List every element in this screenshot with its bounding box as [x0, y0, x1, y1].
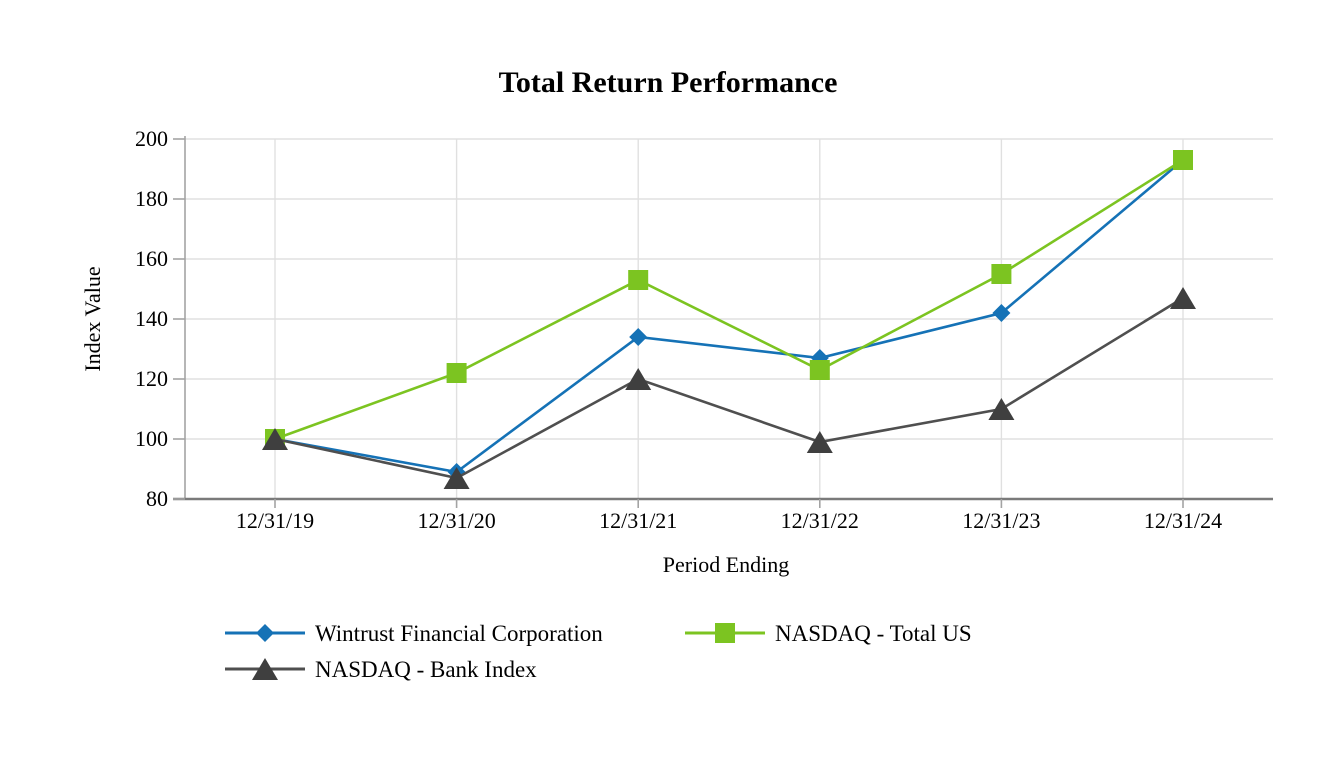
triangle-marker: [625, 368, 652, 390]
square-marker: [446, 363, 467, 383]
y-tick-label: 140: [135, 306, 168, 331]
legend-label: NASDAQ - Bank Index: [315, 657, 537, 682]
y-tick-label: 100: [135, 426, 168, 451]
series-line: [274, 159, 1184, 474]
legend-item: NASDAQ - Bank Index: [225, 657, 537, 682]
y-axis-title: Index Value: [80, 266, 105, 371]
diamond-marker: [992, 304, 1011, 322]
y-tick-label: 80: [146, 486, 168, 511]
series-line: [274, 296, 1184, 480]
x-tick-label: 12/31/22: [781, 508, 859, 533]
series-diamond: [266, 151, 1192, 481]
diamond-marker: [629, 328, 648, 346]
legend-label: NASDAQ - Total US: [775, 621, 972, 646]
y-tick-label: 180: [135, 186, 168, 211]
square-marker: [628, 270, 649, 290]
x-tick-label: 12/31/21: [599, 508, 677, 533]
triangle-marker: [252, 658, 278, 680]
triangle-marker: [262, 428, 288, 450]
triangle-marker: [988, 398, 1015, 420]
legend-item: Wintrust Financial Corporation: [225, 621, 603, 646]
y-tick-label: 120: [135, 366, 168, 391]
x-tick-label: 12/31/24: [1144, 508, 1222, 533]
x-tick-label: 12/31/20: [417, 508, 495, 533]
legend-item: NASDAQ - Total US: [685, 621, 972, 646]
x-tick-label: 12/31/23: [962, 508, 1040, 533]
gridlines: [185, 138, 1273, 499]
square-marker: [715, 623, 735, 643]
series-triangle: [262, 287, 1196, 489]
series-line: [274, 158, 1184, 441]
square-marker: [1173, 150, 1193, 170]
x-axis-title: Period Ending: [663, 552, 790, 577]
legend: Wintrust Financial Corporation NASDAQ - T…: [225, 621, 972, 682]
triangle-marker: [1170, 287, 1196, 309]
x-axis-ticks: 12/31/19 12/31/20 12/31/21 12/31/22 12/31/23…: [236, 499, 1222, 533]
series-square: [265, 150, 1193, 449]
y-tick-label: 200: [135, 126, 168, 151]
square-marker: [809, 360, 830, 380]
square-marker: [991, 264, 1012, 284]
axes: [173, 136, 1273, 501]
data-series: [262, 150, 1196, 489]
chart-title: Total Return Performance: [499, 66, 838, 99]
legend-label: Wintrust Financial Corporation: [315, 621, 603, 646]
diamond-marker: [256, 624, 274, 642]
x-tick-label: 12/31/19: [236, 508, 314, 533]
triangle-marker: [806, 431, 833, 453]
triangle-marker: [443, 467, 470, 489]
y-axis-ticks: 80 100 120 140 160 180 200: [135, 126, 185, 511]
y-tick-label: 160: [135, 246, 168, 271]
